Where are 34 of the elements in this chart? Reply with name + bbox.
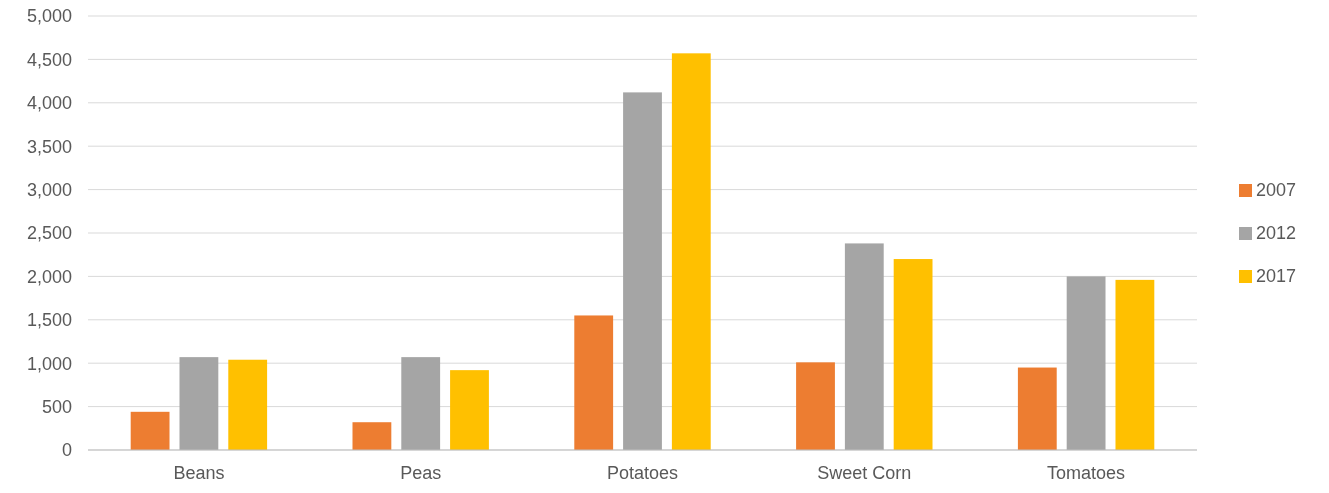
bar	[844, 243, 884, 450]
y-tick-label: 1,500	[26, 310, 72, 331]
legend-label: 2007	[1256, 180, 1297, 201]
bar	[228, 359, 268, 450]
y-tick-label: 2,000	[26, 266, 72, 287]
bar	[450, 370, 489, 450]
bar	[352, 422, 392, 450]
x-tick-label: Potatoes	[606, 463, 679, 483]
x-tick-label: Beans	[173, 463, 225, 483]
bar	[893, 259, 933, 450]
y-tick-label: 2,500	[26, 223, 72, 244]
bar	[574, 315, 614, 450]
y-tick-label: 500	[41, 396, 72, 417]
bar	[671, 53, 711, 450]
bar	[401, 357, 441, 450]
x-tick-label: Sweet Corn	[817, 463, 912, 483]
y-tick-label: 3,500	[26, 136, 72, 157]
bar	[1115, 279, 1155, 450]
y-tick-label: 4,000	[26, 93, 72, 114]
x-tick-label: Peas	[400, 463, 442, 483]
legend-label: 2012	[1256, 223, 1297, 244]
legend-label: 2017	[1256, 266, 1297, 287]
bar	[1017, 367, 1057, 450]
x-tick-label: Tomatoes	[1047, 463, 1126, 483]
bar	[179, 357, 219, 450]
bar	[623, 92, 662, 450]
y-tick-label: 1,000	[26, 353, 72, 374]
bar	[130, 411, 170, 450]
y-tick-label: 0	[61, 440, 72, 461]
bar	[796, 362, 835, 450]
bar	[1066, 276, 1106, 450]
y-tick-label: 3,000	[26, 179, 72, 200]
y-tick-label: 5,000	[26, 6, 72, 27]
y-tick-label: 4,500	[26, 49, 72, 70]
